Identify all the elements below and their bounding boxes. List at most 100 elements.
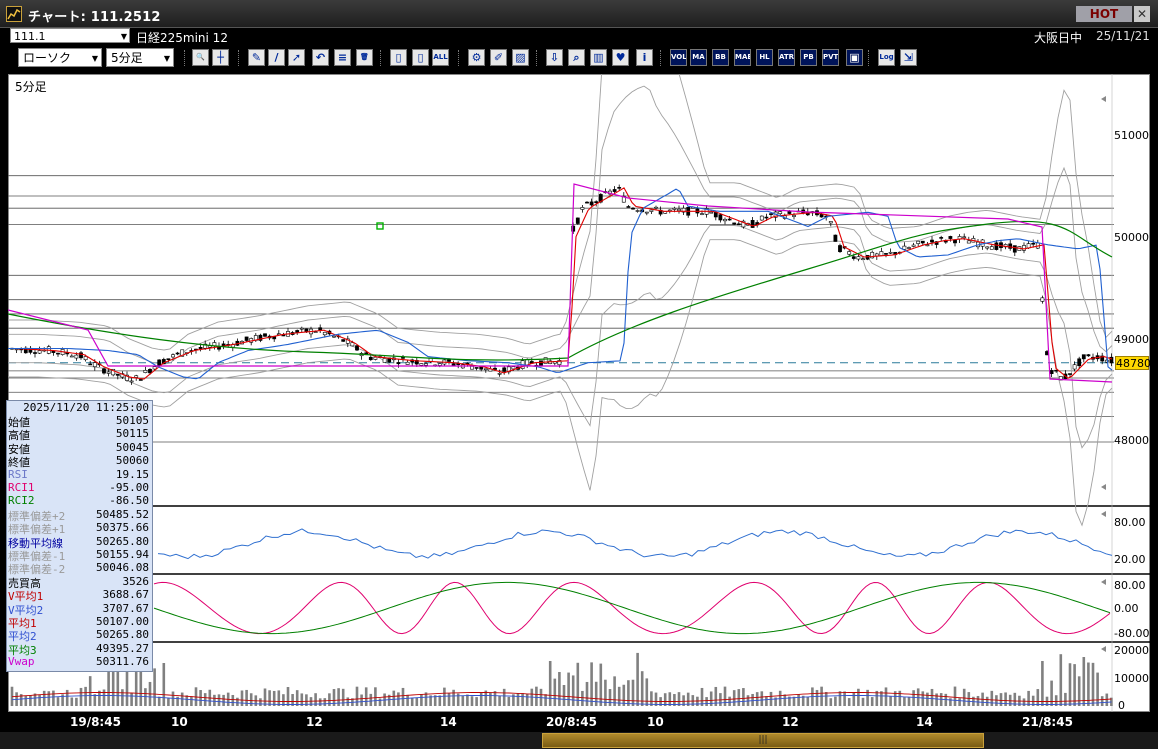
volume-bar: [838, 691, 842, 706]
volume-bar: [429, 695, 432, 706]
toolbar-separator: [868, 50, 870, 66]
volume-bar: [1022, 698, 1026, 706]
volume-bar: [93, 694, 97, 706]
volume-axis-label: 0: [1118, 699, 1125, 712]
time-label: 12: [306, 715, 323, 729]
color-icon[interactable]: ▨: [512, 49, 529, 66]
volume-bar: [1110, 697, 1113, 706]
export-icon[interactable]: ⇲: [900, 49, 917, 66]
volume-bar: [985, 696, 989, 706]
horizontal-scrollbar[interactable]: |||: [0, 732, 1158, 749]
note-icon[interactable]: ≡: [334, 49, 351, 66]
timeframe-select[interactable]: 5分足 ▼: [106, 48, 174, 67]
zoom-icon[interactable]: 🔍: [192, 49, 209, 66]
volume-bar: [742, 688, 745, 706]
volume-bar: [268, 690, 271, 706]
info-row: 始値 50105: [7, 414, 152, 429]
volume-bar: [121, 689, 124, 706]
candle-body: [74, 354, 79, 359]
volume-bar: [378, 698, 382, 706]
volume-bar: [1064, 692, 1067, 706]
mae-icon[interactable]: MAE: [734, 49, 751, 66]
candle-body: [1068, 373, 1072, 375]
log-icon[interactable]: Log: [878, 49, 895, 66]
vwap-line: [8, 183, 1113, 383]
toolbar-separator: [458, 50, 460, 66]
cursor-icon[interactable]: ➚: [288, 49, 305, 66]
atr-icon[interactable]: ATR: [778, 49, 795, 66]
window-icon[interactable]: ▣: [846, 49, 863, 66]
candle-body: [33, 352, 37, 354]
price-axis-label: 51000: [1114, 129, 1149, 142]
hl-icon[interactable]: HL: [756, 49, 773, 66]
candle-body: [299, 327, 304, 330]
time-label: 14: [916, 715, 933, 729]
candle-body: [930, 239, 934, 243]
volume-bar: [622, 684, 626, 706]
volume-bar: [410, 697, 414, 706]
download-icon[interactable]: ⇩: [546, 49, 563, 66]
volume-bar: [111, 651, 115, 706]
close-icon[interactable]: ✕: [1134, 6, 1150, 22]
chart-type-select[interactable]: ローソク ▼: [18, 48, 102, 67]
pen-icon[interactable]: ✎: [248, 49, 265, 66]
volume-bar: [875, 690, 879, 706]
volume-bar: [236, 697, 239, 706]
bb-icon[interactable]: BB: [712, 49, 729, 66]
ma-icon[interactable]: MA: [690, 49, 707, 66]
volume-bar: [930, 688, 934, 706]
candle-body: [451, 363, 456, 366]
crosshair-icon[interactable]: ┼: [212, 49, 229, 66]
vol-icon[interactable]: VOL: [670, 49, 687, 66]
volume-bar: [880, 691, 883, 706]
volume-bar: [935, 693, 938, 706]
volume-bar: [663, 693, 667, 706]
volume-bar: [249, 693, 253, 706]
candle-body: [511, 366, 516, 370]
candle-body: [1008, 243, 1013, 249]
toolbar-separator: [660, 50, 662, 66]
volume-bar: [1004, 692, 1007, 706]
volume-bar: [884, 687, 888, 706]
price-chart[interactable]: [8, 74, 1150, 712]
trash-icon[interactable]: 🗑: [356, 49, 373, 66]
brush-icon[interactable]: ✐: [490, 49, 507, 66]
candle-body: [92, 362, 97, 368]
candle-body: [989, 246, 994, 250]
candle-body: [939, 237, 944, 239]
pvt-icon[interactable]: PVT: [822, 49, 839, 66]
volume-bar: [544, 694, 547, 706]
info-icon[interactable]: i: [636, 49, 653, 66]
time-label: 20/8:45: [546, 715, 597, 729]
pb-icon[interactable]: PB: [800, 49, 817, 66]
candle-single-icon[interactable]: ▯: [412, 49, 429, 66]
volume-bar: [645, 678, 649, 706]
time-label: 14: [440, 715, 457, 729]
search-chart-icon[interactable]: ⌕: [568, 49, 585, 66]
rci-axis-label: 0.00: [1114, 602, 1139, 615]
hot-button[interactable]: HOT: [1076, 6, 1132, 22]
volume-bar: [594, 681, 598, 706]
chart-area[interactable]: [8, 74, 1150, 712]
volume-bar: [364, 687, 368, 706]
info-label: 安値: [8, 442, 30, 456]
candle-red-icon[interactable]: ▯: [390, 49, 407, 66]
candle-body: [589, 201, 594, 206]
settings-icon[interactable]: ⚙: [468, 49, 485, 66]
volume-bar: [797, 694, 800, 706]
volume-bar: [291, 694, 294, 706]
volume-bar: [967, 692, 971, 706]
scrollbar-thumb[interactable]: [542, 733, 984, 748]
trendline-icon[interactable]: /: [268, 49, 285, 66]
volume-bar: [558, 672, 561, 706]
volume-bar: [650, 691, 653, 706]
volume-bar: [682, 695, 685, 706]
candle-body: [847, 251, 852, 255]
heart-chart-icon[interactable]: ♥: [612, 49, 629, 66]
symbol-select[interactable]: 111.1 ▼: [10, 28, 130, 43]
all-label[interactable]: ALL: [432, 49, 449, 66]
undo-icon[interactable]: ↶: [312, 49, 329, 66]
volume-bar: [604, 679, 607, 706]
bar-chart-icon[interactable]: ▥: [590, 49, 607, 66]
volume-bar: [926, 692, 929, 706]
